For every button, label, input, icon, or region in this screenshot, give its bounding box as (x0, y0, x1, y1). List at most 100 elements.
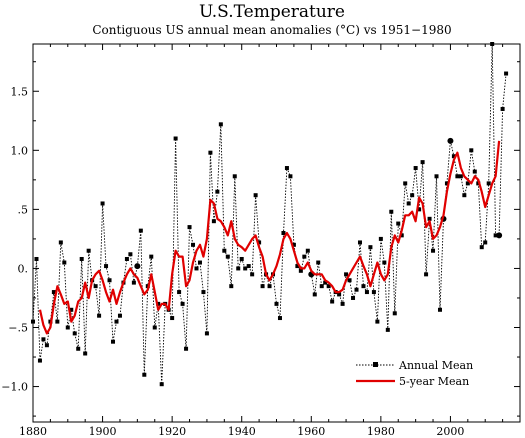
annual-mean-point (490, 42, 495, 46)
annual-mean-point (385, 327, 390, 332)
legend-annual-label: Annual Mean (398, 359, 473, 372)
annual-mean-point (396, 221, 401, 226)
legend-five-year-label: 5-year Mean (399, 375, 469, 388)
axis-ticks (32, 44, 521, 422)
chart-title: U.S.Temperature (199, 2, 345, 22)
annual-mean-point (486, 181, 491, 186)
annual-mean-point (236, 266, 241, 271)
annual-mean-point (222, 248, 227, 253)
annual-mean-point (72, 331, 77, 336)
annual-mean-point (479, 245, 484, 250)
annual-mean-point (156, 301, 161, 306)
x-tick-label: 1900 (89, 425, 117, 438)
y-axis-tick-labels: −1.0 −.5 0. .5 1.0 1.5 (1, 85, 28, 393)
annual-mean-point (31, 319, 35, 324)
annual-mean-point (451, 154, 456, 159)
annual-mean-point (204, 331, 209, 336)
x-tick-label: 1940 (228, 425, 256, 438)
annual-mean-point (302, 254, 307, 259)
annual-mean-point (41, 337, 46, 342)
annual-mean-point (37, 358, 42, 363)
annual-mean-point (44, 343, 49, 348)
annual-mean-point (208, 150, 213, 155)
annual-mean-point (469, 148, 474, 153)
annual-mean-point (107, 278, 112, 283)
annual-mean-point (337, 292, 342, 297)
annual-mean-point (253, 193, 258, 198)
annual-mean-point (260, 284, 265, 289)
annual-mean-point (427, 216, 432, 221)
y-tick-label: 0. (18, 262, 29, 275)
five-year-mean-line (38, 140, 501, 335)
annual-mean-point (504, 71, 509, 76)
annual-mean-point (65, 325, 70, 330)
annual-mean-point (424, 272, 429, 277)
x-axis-tick-labels: 1880 1900 1920 1940 1960 1980 2000 (19, 425, 464, 438)
annual-mean-point (215, 189, 220, 194)
annual-mean-point (111, 339, 116, 344)
annual-mean-point (392, 311, 397, 316)
annual-mean-point (243, 266, 248, 271)
annual-mean-point (288, 174, 293, 179)
annual-mean-point (368, 245, 373, 250)
y-tick-label: −1.0 (1, 381, 28, 394)
annual-mean-point (152, 325, 157, 330)
annual-mean-point (447, 137, 454, 144)
annual-mean-point (472, 169, 477, 174)
annual-mean-point (295, 264, 300, 269)
annual-mean-point (281, 231, 286, 235)
annual-mean-point (250, 272, 255, 277)
annual-mean-point (173, 136, 178, 141)
annual-mean-point (55, 319, 60, 324)
annual-mean-point (364, 290, 369, 295)
annual-mean-point (382, 260, 387, 265)
annual-mean-point (434, 174, 439, 179)
x-tick-label: 2000 (436, 425, 464, 438)
annual-mean-point (403, 181, 408, 186)
annual-mean-point (305, 248, 310, 253)
annual-mean-point (284, 166, 289, 171)
annual-mean-point (79, 256, 84, 261)
annual-mean-point (330, 299, 335, 304)
annual-mean-point (93, 284, 98, 289)
annual-mean-point (58, 240, 63, 245)
annual-mean-point (239, 256, 244, 261)
annual-mean-point (159, 382, 164, 387)
annual-mean-point (340, 301, 345, 306)
annual-mean-point (389, 209, 394, 214)
annual-mean-point (410, 193, 415, 198)
annual-mean-point (316, 260, 321, 265)
legend: Annual Mean 5-year Mean (356, 359, 473, 388)
annual-mean-point (312, 292, 317, 297)
series-annual-mean (31, 42, 509, 387)
y-tick-label: 1.0 (11, 144, 29, 157)
annual-mean-point (465, 181, 470, 186)
annual-mean-point (413, 166, 418, 171)
annual-mean-point (277, 316, 282, 321)
annual-mean-point (100, 201, 105, 206)
legend-annual-marker (373, 362, 378, 367)
annual-mean-point (347, 278, 352, 283)
annual-mean-point (201, 290, 206, 295)
annual-mean-point (375, 319, 380, 324)
annual-mean-point (323, 280, 328, 285)
annual-mean-point (62, 260, 67, 265)
annual-mean-point (197, 260, 202, 265)
annual-mean-point (184, 346, 189, 351)
annual-mean-point (142, 372, 147, 377)
annual-mean-point (69, 307, 74, 312)
annual-mean-line (32, 43, 507, 385)
annual-mean-point (437, 307, 442, 312)
annual-mean-point (194, 266, 199, 271)
annual-mean-point (128, 252, 133, 257)
series-five-year-mean (38, 140, 501, 335)
annual-mean-point (229, 284, 234, 289)
annual-mean-point (496, 232, 503, 239)
x-tick-label: 1980 (367, 425, 395, 438)
annual-mean-point (225, 254, 230, 259)
annual-mean-point (493, 233, 498, 238)
x-tick-label: 1920 (158, 425, 186, 438)
annual-mean-point (83, 351, 88, 356)
annual-mean-point (257, 240, 262, 245)
